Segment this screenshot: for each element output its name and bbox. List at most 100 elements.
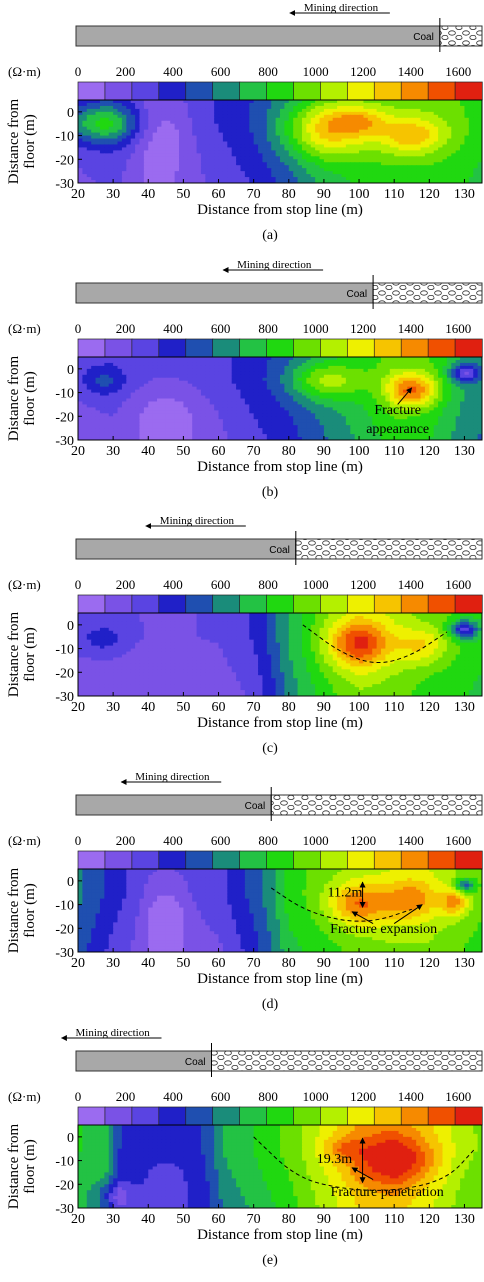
heatmap-cell — [200, 404, 206, 408]
heatmap-cell — [253, 126, 259, 131]
heatmap-cell — [183, 389, 189, 394]
heatmap-cell — [363, 150, 369, 154]
heatmap-cell — [135, 174, 141, 178]
heatmap-cell — [341, 389, 347, 394]
heatmap-cell — [262, 407, 268, 411]
legend-swatch — [104, 81, 133, 101]
heatmap-cell — [86, 419, 92, 423]
heatmap-cell — [240, 132, 246, 137]
heatmap-cell — [372, 359, 378, 364]
heatmap-cell — [363, 174, 369, 178]
heatmap-cell — [385, 357, 391, 361]
heatmap-cell — [460, 168, 466, 172]
heatmap-cell — [165, 365, 171, 370]
heatmap-cell — [152, 114, 158, 119]
heatmap-cell — [271, 357, 277, 361]
heatmap-cell — [446, 174, 452, 178]
heatmap-cell — [214, 147, 220, 151]
heatmap-cell — [433, 383, 439, 388]
heatmap-cell — [135, 425, 141, 429]
heatmap-cell — [468, 416, 474, 420]
heatmap-cell — [301, 147, 307, 151]
heatmap-cell — [460, 162, 466, 166]
heatmap-cell — [451, 362, 457, 367]
heatmap-cell — [196, 413, 202, 417]
heatmap-cell — [196, 174, 202, 178]
heatmap-cell — [420, 357, 426, 361]
legend-swatch — [131, 338, 160, 358]
heatmap-cell — [227, 138, 233, 143]
heatmap-cell — [218, 111, 224, 116]
heatmap-cell — [424, 174, 430, 178]
heatmap-cell — [82, 153, 88, 157]
panel-caption: (a) — [262, 228, 278, 243]
heatmap-cell — [91, 108, 97, 113]
heatmap-cell — [460, 174, 466, 178]
heatmap-cell — [420, 401, 426, 406]
heatmap-cell — [306, 357, 312, 361]
heatmap-cell — [126, 359, 132, 364]
heatmap-cell — [310, 117, 316, 122]
heatmap-cell — [310, 398, 316, 403]
heatmap-cell — [187, 123, 193, 128]
heatmap-cell — [218, 159, 224, 163]
heatmap-cell — [394, 135, 400, 140]
heatmap-cell — [179, 374, 184, 379]
heatmap-cell — [319, 171, 325, 175]
heatmap-cell — [179, 425, 184, 429]
heatmap-cell — [319, 389, 325, 394]
heatmap-cell — [451, 365, 457, 370]
heatmap-cell — [468, 135, 474, 140]
heatmap-cell — [82, 141, 88, 146]
heatmap-cell — [341, 398, 347, 403]
heatmap-cell — [152, 374, 158, 379]
heatmap-cell — [280, 111, 285, 116]
heatmap-cell — [249, 401, 255, 406]
heatmap-cell — [306, 114, 312, 119]
heatmap-cell — [249, 102, 255, 107]
heatmap-cell — [310, 174, 316, 178]
heatmap-cell — [280, 120, 285, 125]
heatmap-cell — [104, 114, 110, 119]
heatmap-cell — [385, 147, 391, 151]
coal-seam-bar — [75, 25, 441, 47]
heatmap-cell — [113, 105, 119, 110]
heatmap-cell — [78, 120, 83, 125]
heatmap-cell — [350, 365, 356, 370]
heatmap-cell — [301, 138, 307, 143]
heatmap-cell — [284, 174, 290, 178]
heatmap-cell — [468, 404, 474, 408]
heatmap-cell — [451, 168, 457, 172]
heatmap-cell — [240, 114, 246, 119]
heatmap-cell — [460, 413, 466, 417]
heatmap-cell — [91, 383, 97, 388]
heatmap-cell — [95, 431, 101, 435]
heatmap-cell — [86, 383, 92, 388]
heatmap-cell — [86, 392, 92, 397]
heatmap-cell — [262, 147, 268, 151]
heatmap-cell — [200, 413, 206, 417]
heatmap-cell — [78, 150, 83, 154]
heatmap-cell — [183, 398, 189, 403]
heatmap-cell — [288, 413, 294, 417]
heatmap-cell — [236, 425, 242, 429]
heatmap-cell — [218, 180, 224, 183]
heatmap-cell — [99, 168, 105, 172]
heatmap-cell — [438, 371, 444, 376]
heatmap-cell — [389, 180, 395, 183]
heatmap-cell — [170, 410, 176, 414]
heatmap-cell — [183, 357, 189, 361]
heatmap-cell — [200, 156, 206, 160]
heatmap-cell — [319, 135, 325, 140]
heatmap-cell — [249, 362, 255, 367]
heatmap-cell — [323, 141, 329, 146]
heatmap-cell — [192, 132, 198, 137]
heatmap-cell — [394, 422, 400, 426]
heatmap-cell — [78, 398, 83, 403]
heatmap-cell — [345, 129, 351, 134]
heatmap-cell — [363, 413, 369, 417]
heatmap-cell — [227, 102, 233, 107]
heatmap-cell — [319, 117, 325, 122]
heatmap-cell — [301, 102, 307, 107]
heatmap-cell — [446, 413, 452, 417]
